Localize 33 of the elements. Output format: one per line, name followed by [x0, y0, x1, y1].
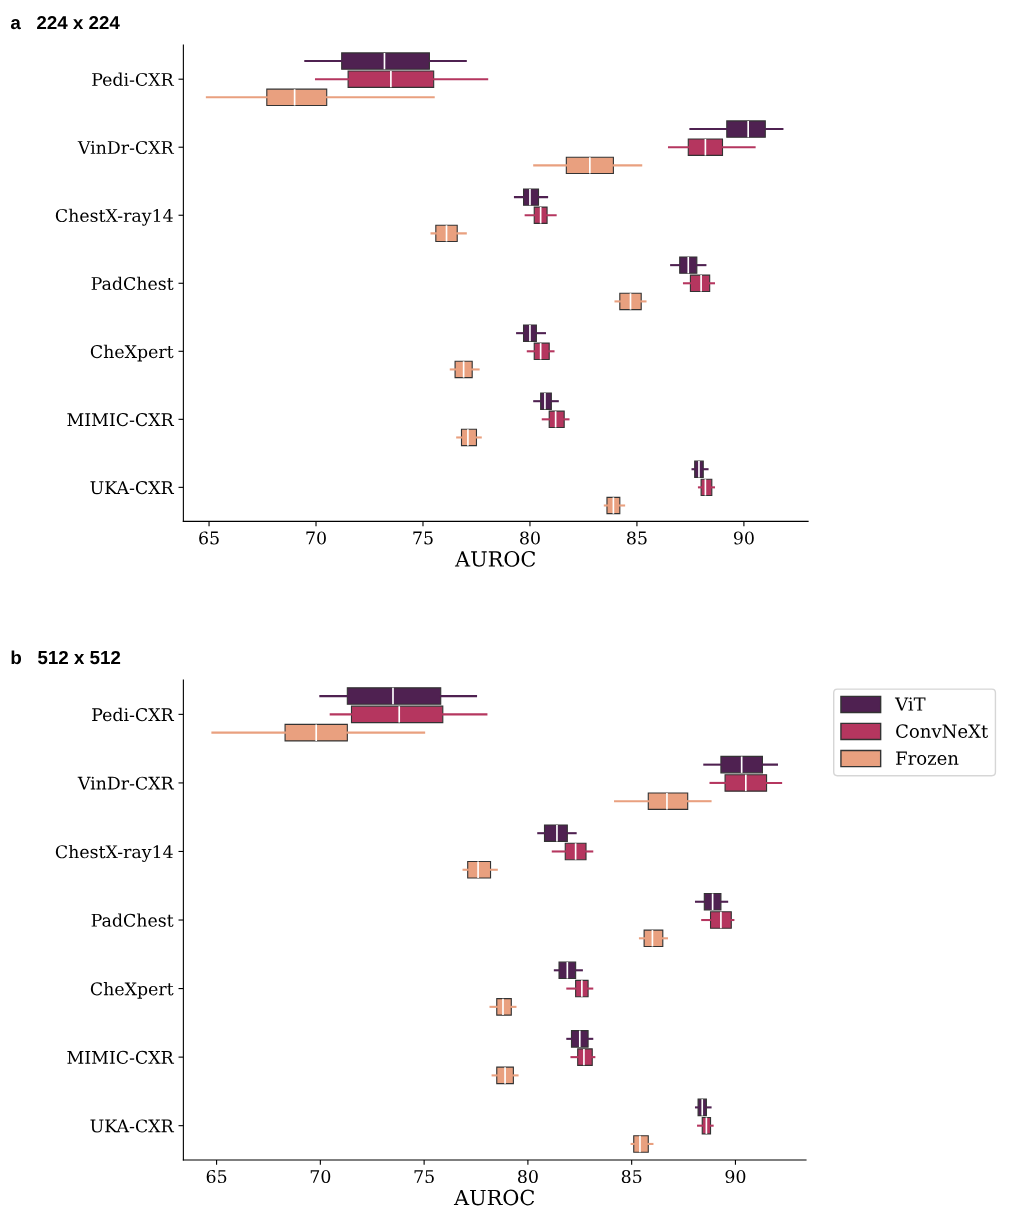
x-tick-label: 80 [520, 531, 540, 545]
y-tick-label: VinDr-CXR [77, 140, 175, 155]
x-tick-label: 85 [621, 1169, 642, 1184]
y-tick-label: PadChest [91, 913, 174, 927]
y-tick-label: CheXpert [90, 981, 174, 999]
chart-title: a 224 x 224 [10, 15, 120, 30]
x-tick-label: 90 [725, 1169, 746, 1184]
legend-label: Frozen [896, 751, 959, 765]
y-tick-label: VinDr-CXR [77, 776, 175, 790]
x-axis-title: AUROC [454, 551, 536, 567]
y-tick-label: MIMIC-CXR [67, 413, 175, 427]
x-tick-label: 65 [206, 1169, 227, 1184]
y-tick-label: Pedi-CXR [92, 707, 175, 722]
legend-label: ViT [894, 697, 926, 711]
y-tick-label: UKA-CXR [90, 1119, 175, 1133]
x-tick-label: 85 [627, 531, 647, 545]
y-tick-label: UKA-CXR [90, 481, 175, 495]
x-tick-label: 75 [413, 531, 433, 545]
x-axis-title: AUROC [453, 1189, 535, 1206]
x-tick-label: 70 [306, 531, 326, 545]
x-tick-label: 70 [310, 1169, 331, 1184]
legend-label: ConvNeXt [896, 724, 989, 738]
chart-title: b 512 x 512 [11, 650, 121, 665]
y-tick-label: PadChest [91, 276, 174, 291]
y-tick-label: ChestX-ray14 [55, 844, 173, 862]
y-tick-label: MIMIC-CXR [67, 1050, 175, 1064]
y-tick-label: Pedi-CXR [92, 72, 175, 87]
x-tick-label: 75 [414, 1170, 434, 1184]
x-tick-label: 65 [199, 531, 219, 545]
x-tick-label: 90 [733, 531, 754, 545]
y-tick-label: CheXpert [90, 344, 174, 362]
x-tick-label: 80 [518, 1169, 538, 1184]
y-tick-label: ChestX-ray14 [55, 208, 173, 226]
